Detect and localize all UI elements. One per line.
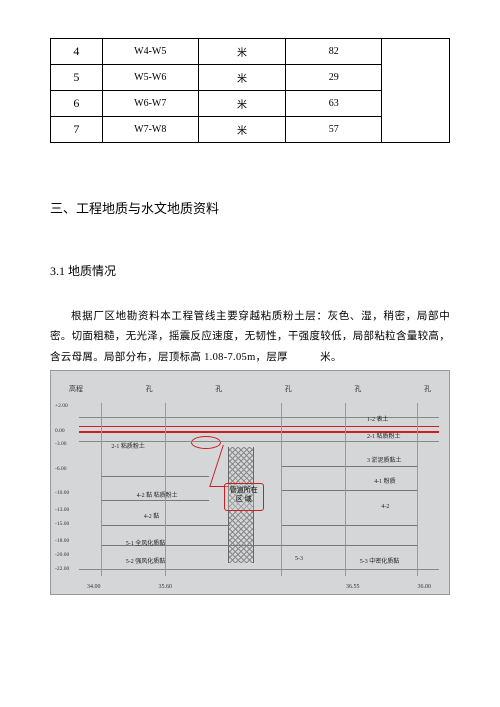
cell-index: 7 [51, 117, 103, 143]
elevation-tick: +2.00 [55, 403, 68, 409]
elevation-tick: -3.00 [55, 441, 66, 447]
para-text-3: 米。 [320, 352, 342, 363]
stratum-line [79, 569, 439, 570]
elevation-tick: -13.00 [55, 507, 69, 513]
cell-unit: 米 [198, 39, 286, 65]
stratum-boundary [281, 525, 418, 526]
stratum-boundary [101, 476, 209, 477]
elevation-tick: -22.00 [55, 566, 69, 572]
section-heading-3: 三、工程地质与水文地质资料 [50, 198, 450, 217]
stratum-label: 5-2 强风化质黏 [126, 556, 166, 565]
cell-index: 6 [51, 91, 103, 117]
para-text-2: ，层厚 [256, 352, 288, 363]
pipeline-zone-callout: 管道所在 区 域 [224, 483, 264, 511]
cell-unit: 米 [198, 65, 286, 91]
borehole-line [417, 403, 418, 576]
red-callout-circle [191, 436, 221, 449]
cell-unit: 米 [198, 117, 286, 143]
borehole-line [281, 403, 282, 576]
callout-line1: 管道所在 [230, 486, 258, 494]
cell-segment: W5-W6 [102, 65, 198, 91]
stratum-label: 1-2 表土 [367, 414, 389, 423]
cell-index: 5 [51, 65, 103, 91]
callout-line2: 区 域 [236, 495, 252, 503]
cell-value: 63 [286, 91, 382, 117]
axis-label: 孔 [285, 384, 292, 394]
para-elev-range: 1.08-7.05m [204, 352, 255, 363]
stratum-label: 4-1 粉质 [374, 476, 396, 485]
cell-segment: W4-W5 [102, 39, 198, 65]
elevation-tick: -15.00 [55, 521, 69, 527]
red-stratum-line [79, 426, 439, 428]
figure-bottom-axis: 34.00 35.60 36.55 36.00 [79, 584, 439, 590]
elevation-tick: -20.00 [55, 552, 69, 558]
stratum-label: 3 淤泥质黏土 [367, 455, 402, 464]
cell-segment: W7-W8 [102, 117, 198, 143]
cell-value: 82 [286, 39, 382, 65]
distance-label: 36.55 [346, 584, 360, 590]
figure-top-axis: 高程 孔 孔 孔 孔 孔 [51, 384, 449, 394]
cell-merged [382, 39, 450, 143]
cell-unit: 米 [198, 91, 286, 117]
segment-table: 4W4-W5米825W5-W6米296W6-W7米637W7-W8米57 [50, 38, 450, 143]
table-row: 4W4-W5米82 [51, 39, 450, 65]
stratum-boundary [281, 490, 418, 491]
stratum-label: 5-3 [295, 556, 303, 562]
axis-label: 孔 [424, 384, 431, 394]
cell-value: 57 [286, 117, 382, 143]
distance-label: 36.00 [418, 584, 432, 590]
axis-label: 孔 [215, 384, 222, 394]
stratum-label: 4-2 黏 [144, 511, 160, 520]
elevation-tick: -18.00 [55, 538, 69, 544]
cell-segment: W6-W7 [102, 91, 198, 117]
axis-label: 高程 [69, 384, 83, 394]
stratum-label: 4-2 黏 粘质粉土 [137, 490, 178, 499]
cell-value: 29 [286, 65, 382, 91]
elevation-tick: -6.00 [55, 466, 66, 472]
geological-section-figure: 高程 孔 孔 孔 孔 孔 +2.00 0.00 -3.00 -6.00 -10.00 -13.00 -… [50, 370, 450, 595]
stratum-label: 2-1 粘质粉土 [111, 441, 145, 450]
stratum-boundary [101, 500, 209, 501]
stratum-label: 2-1 粘质粉土 [367, 431, 401, 440]
axis-label: 孔 [354, 384, 361, 394]
section-heading-3-1: 3.1 地质情况 [50, 262, 450, 279]
stratum-boundary [281, 466, 418, 467]
elevation-labels: +2.00 0.00 -3.00 -6.00 -10.00 -13.00 -15.00 -18… [55, 403, 77, 576]
borehole-line [345, 403, 346, 576]
stratum-label: 5-3 中密化质黏 [360, 556, 400, 565]
axis-label: 孔 [146, 384, 153, 394]
cell-index: 4 [51, 39, 103, 65]
stratum-label: 5-1 全风化质黏 [126, 538, 166, 547]
stratum-label: 4-2 [381, 504, 389, 510]
distance-label: 34.00 [87, 584, 101, 590]
elevation-tick: -10.00 [55, 490, 69, 496]
figure-grid: 管道所在 区 域 1-2 表土 2-1 粘质粉土 3 淤泥质黏土 4-1 粉质 4-2 5… [79, 403, 439, 576]
borehole-line [101, 403, 102, 576]
geology-paragraph: 根据厂区地勘资料本工程管线主要穿越粘质粉土层：灰色、湿，稍密，局部中密。切面粗糙… [50, 307, 450, 368]
elevation-tick: 0.00 [55, 428, 65, 434]
distance-label: 35.60 [159, 584, 173, 590]
